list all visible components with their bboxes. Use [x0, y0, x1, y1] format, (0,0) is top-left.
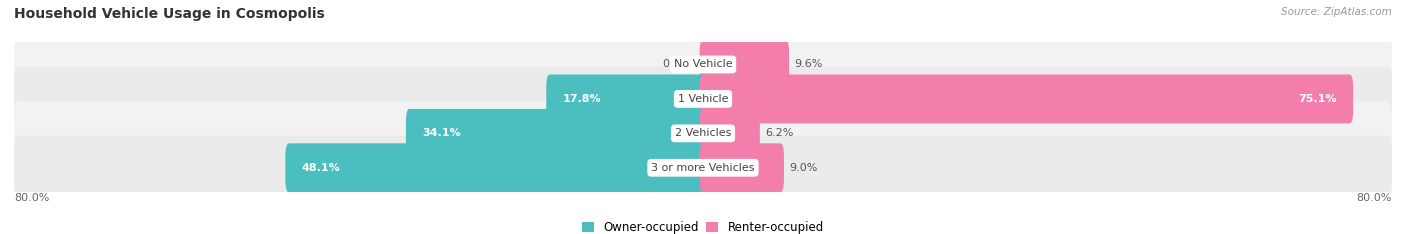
- Text: 34.1%: 34.1%: [422, 128, 461, 138]
- Text: 2 Vehicles: 2 Vehicles: [675, 128, 731, 138]
- FancyBboxPatch shape: [14, 66, 1392, 131]
- FancyBboxPatch shape: [700, 40, 789, 89]
- Text: 9.0%: 9.0%: [789, 163, 817, 173]
- Legend: Owner-occupied, Renter-occupied: Owner-occupied, Renter-occupied: [582, 221, 824, 234]
- FancyBboxPatch shape: [547, 74, 706, 123]
- FancyBboxPatch shape: [406, 109, 706, 158]
- Text: 75.1%: 75.1%: [1298, 94, 1337, 104]
- FancyBboxPatch shape: [14, 101, 1392, 166]
- FancyBboxPatch shape: [285, 143, 706, 192]
- FancyBboxPatch shape: [14, 135, 1392, 200]
- Text: 17.8%: 17.8%: [562, 94, 602, 104]
- Text: Household Vehicle Usage in Cosmopolis: Household Vehicle Usage in Cosmopolis: [14, 7, 325, 21]
- FancyBboxPatch shape: [700, 143, 785, 192]
- Text: 48.1%: 48.1%: [302, 163, 340, 173]
- Text: No Vehicle: No Vehicle: [673, 59, 733, 69]
- Text: 6.2%: 6.2%: [765, 128, 793, 138]
- Text: 1 Vehicle: 1 Vehicle: [678, 94, 728, 104]
- Text: 3 or more Vehicles: 3 or more Vehicles: [651, 163, 755, 173]
- Text: 0.0%: 0.0%: [662, 59, 690, 69]
- FancyBboxPatch shape: [14, 32, 1392, 97]
- Text: Source: ZipAtlas.com: Source: ZipAtlas.com: [1281, 7, 1392, 17]
- FancyBboxPatch shape: [700, 109, 759, 158]
- Text: 80.0%: 80.0%: [1357, 193, 1392, 203]
- FancyBboxPatch shape: [700, 74, 1353, 123]
- Text: 80.0%: 80.0%: [14, 193, 49, 203]
- Text: 9.6%: 9.6%: [794, 59, 823, 69]
